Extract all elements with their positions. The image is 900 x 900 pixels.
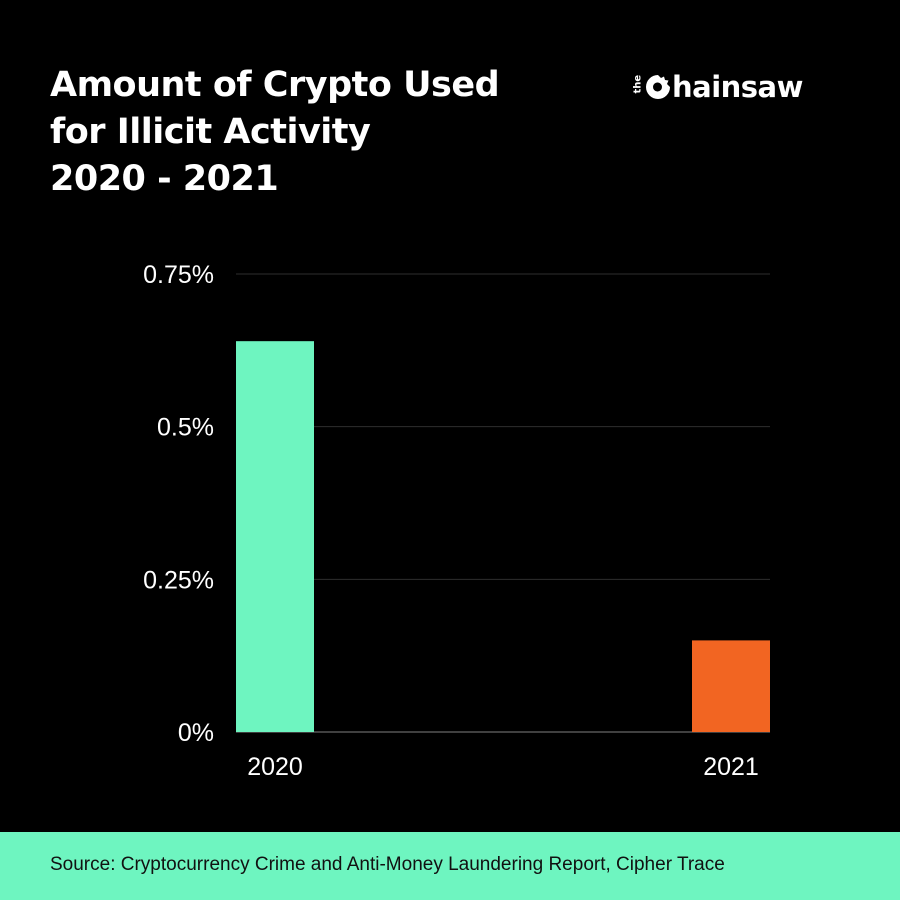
title-line-1: Amount of Crypto Used xyxy=(50,65,500,105)
y-tick-label: 0% xyxy=(178,719,214,747)
logo-word: hainsaw xyxy=(672,70,803,104)
bar-chart: 0% 0.25% 0.5% 0.75% 2020 2021 xyxy=(143,261,770,781)
bar-2021 xyxy=(692,640,770,732)
x-tick-label: 2021 xyxy=(703,753,759,781)
source-text: Source: Cryptocurrency Crime and Anti-Mo… xyxy=(50,854,725,875)
x-tick-label: 2020 xyxy=(247,753,303,781)
y-axis-ticks: 0% 0.25% 0.5% 0.75% xyxy=(143,261,214,747)
gridlines xyxy=(236,273,770,733)
x-axis-ticks: 2020 2021 xyxy=(247,753,759,781)
saw-blade-icon xyxy=(646,75,670,99)
brand-logo: the hainsaw xyxy=(632,70,804,104)
y-tick-label: 0.5% xyxy=(157,414,214,442)
source-footer: Source: Cryptocurrency Crime and Anti-Mo… xyxy=(0,832,900,900)
title-line-3: 2020 - 2021 xyxy=(50,159,279,199)
y-tick-label: 0.25% xyxy=(143,566,214,594)
title-line-2: for Illicit Activity xyxy=(50,112,371,152)
bars xyxy=(236,341,770,732)
bar-2020 xyxy=(236,341,314,732)
y-tick-label: 0.75% xyxy=(143,261,214,289)
chart-title: Amount of Crypto Used for Illicit Activi… xyxy=(50,62,500,203)
